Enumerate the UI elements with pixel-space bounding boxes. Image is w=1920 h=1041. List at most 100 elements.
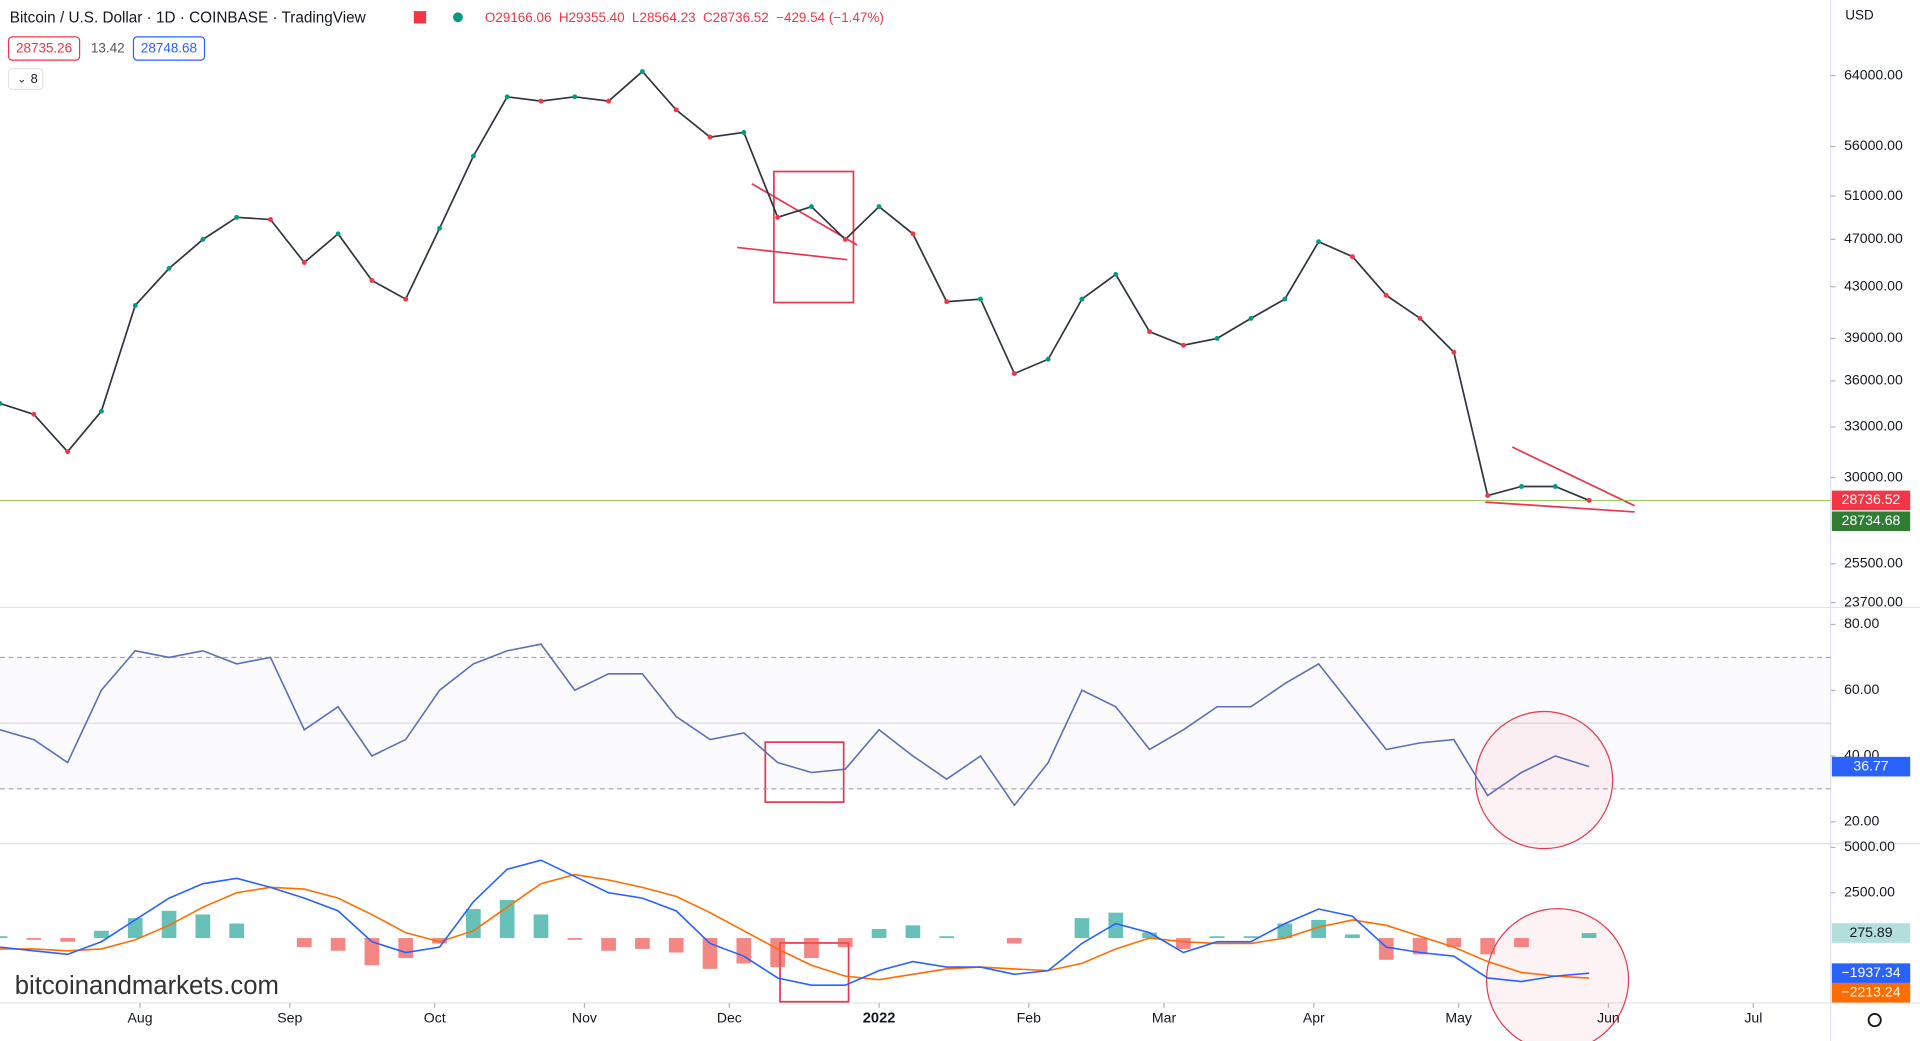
- x-tick-label: Sep: [277, 1010, 302, 1026]
- price-point: [1349, 254, 1355, 260]
- histogram-bar: [195, 914, 211, 939]
- histogram-bar: [736, 938, 752, 964]
- x-tick-label: May: [1445, 1010, 1473, 1026]
- histogram-bar: [1446, 938, 1462, 948]
- price-point: [369, 278, 375, 283]
- annotation-circle: [1474, 710, 1614, 850]
- histogram-bar: [1176, 938, 1191, 949]
- y-tick-label: 80.00: [1844, 615, 1879, 631]
- histogram-bar: [1006, 938, 1022, 944]
- price-point: [1485, 493, 1491, 499]
- trend-line: [737, 246, 848, 261]
- settings-icon[interactable]: [1867, 1013, 1882, 1028]
- histogram-bar: [1142, 932, 1157, 939]
- y-tick-label: 5000.00: [1844, 838, 1895, 854]
- histogram-bar: [1074, 918, 1090, 939]
- price-point: [335, 231, 341, 237]
- histogram-bar: [60, 938, 75, 942]
- histogram-bar: [94, 930, 109, 939]
- histogram-bar: [1378, 938, 1394, 960]
- watermark: bitcoinandmarkets.com: [15, 972, 279, 1000]
- annotation-box: [773, 170, 855, 304]
- histogram-bar: [702, 938, 718, 969]
- price-point: [234, 214, 240, 220]
- price-point: [673, 107, 679, 113]
- histogram-bar: [1412, 938, 1428, 955]
- histogram-bar: [837, 938, 853, 948]
- histogram-bar: [668, 938, 684, 953]
- indicators-toggle[interactable]: [7, 68, 44, 91]
- histogram-bar: [533, 914, 549, 939]
- histogram-bar: [567, 938, 583, 940]
- price-point: [1079, 296, 1085, 302]
- histogram-bar: [1209, 936, 1225, 939]
- histogram-bar: [1581, 933, 1597, 939]
- price-point: [606, 98, 612, 104]
- y-tick-label: 64000.00: [1844, 66, 1903, 82]
- x-tick-label: 2022: [863, 1011, 896, 1027]
- price-tag: [1831, 982, 1911, 1003]
- y-tick-label: 36000.00: [1844, 372, 1903, 388]
- histogram-bar: [1480, 938, 1496, 955]
- histogram-bar: [26, 938, 42, 940]
- price-point: [1417, 315, 1423, 321]
- price-tag: [1831, 756, 1911, 777]
- ask-box[interactable]: [132, 36, 206, 61]
- price-point: [1451, 349, 1457, 355]
- ohlc-value: C28736.52: [703, 10, 769, 25]
- histogram-bar: [635, 938, 650, 949]
- histogram-bar: [0, 936, 8, 939]
- price-point: [944, 299, 950, 305]
- price-point: [842, 236, 848, 242]
- price-tag: [1831, 490, 1911, 511]
- histogram-bar: [364, 938, 380, 966]
- y-tick-label: 20.00: [1844, 813, 1879, 829]
- price-point: [1519, 484, 1524, 489]
- x-tick-label: Apr: [1303, 1010, 1325, 1026]
- price-line: [0, 70, 1590, 502]
- price-point: [437, 225, 442, 231]
- price-point: [1045, 356, 1051, 362]
- flag-icon[interactable]: [413, 11, 427, 24]
- price-point: [1248, 315, 1254, 321]
- price-point: [1316, 239, 1322, 245]
- y-tick-label: 39000.00: [1844, 329, 1903, 345]
- trend-line: [1485, 501, 1635, 513]
- x-tick-label: Jun: [1597, 1010, 1620, 1026]
- x-tick-label: Feb: [1017, 1010, 1041, 1026]
- price-point: [775, 214, 781, 220]
- price-point: [572, 94, 578, 100]
- price-tag: [1831, 511, 1911, 532]
- price-point: [1552, 484, 1558, 489]
- price-point: [504, 94, 510, 100]
- histogram-bar: [770, 938, 785, 968]
- trend-line: [1511, 446, 1636, 507]
- price-point: [876, 204, 882, 210]
- price-point: [301, 260, 307, 265]
- histogram-bar: [939, 936, 955, 939]
- y-tick-label: 33000.00: [1844, 418, 1903, 434]
- price-point: [98, 408, 104, 414]
- price-tag-label: 275.89: [1849, 924, 1892, 940]
- histogram-bar: [871, 928, 887, 939]
- price-point: [132, 303, 138, 308]
- x-tick-label: Oct: [424, 1010, 446, 1026]
- gear[interactable]: [1867, 1013, 1882, 1028]
- histogram-bar: [905, 925, 921, 939]
- price-point: [31, 411, 37, 417]
- x-tick-label: Aug: [128, 1010, 153, 1026]
- x-tick-label: Dec: [717, 1010, 742, 1026]
- price-point: [1214, 335, 1220, 341]
- ohlc-value: −429.54 (−1.47%): [776, 10, 884, 25]
- y-tick-label: 60.00: [1844, 681, 1879, 697]
- price-point: [1586, 497, 1592, 503]
- y-tick-label: 56000.00: [1844, 137, 1903, 153]
- price-point: [268, 217, 273, 222]
- histogram-bar: [499, 899, 515, 939]
- price-point: [809, 204, 814, 210]
- bid-box[interactable]: [7, 36, 81, 61]
- price-point: [639, 69, 645, 74]
- price-point: [910, 231, 916, 237]
